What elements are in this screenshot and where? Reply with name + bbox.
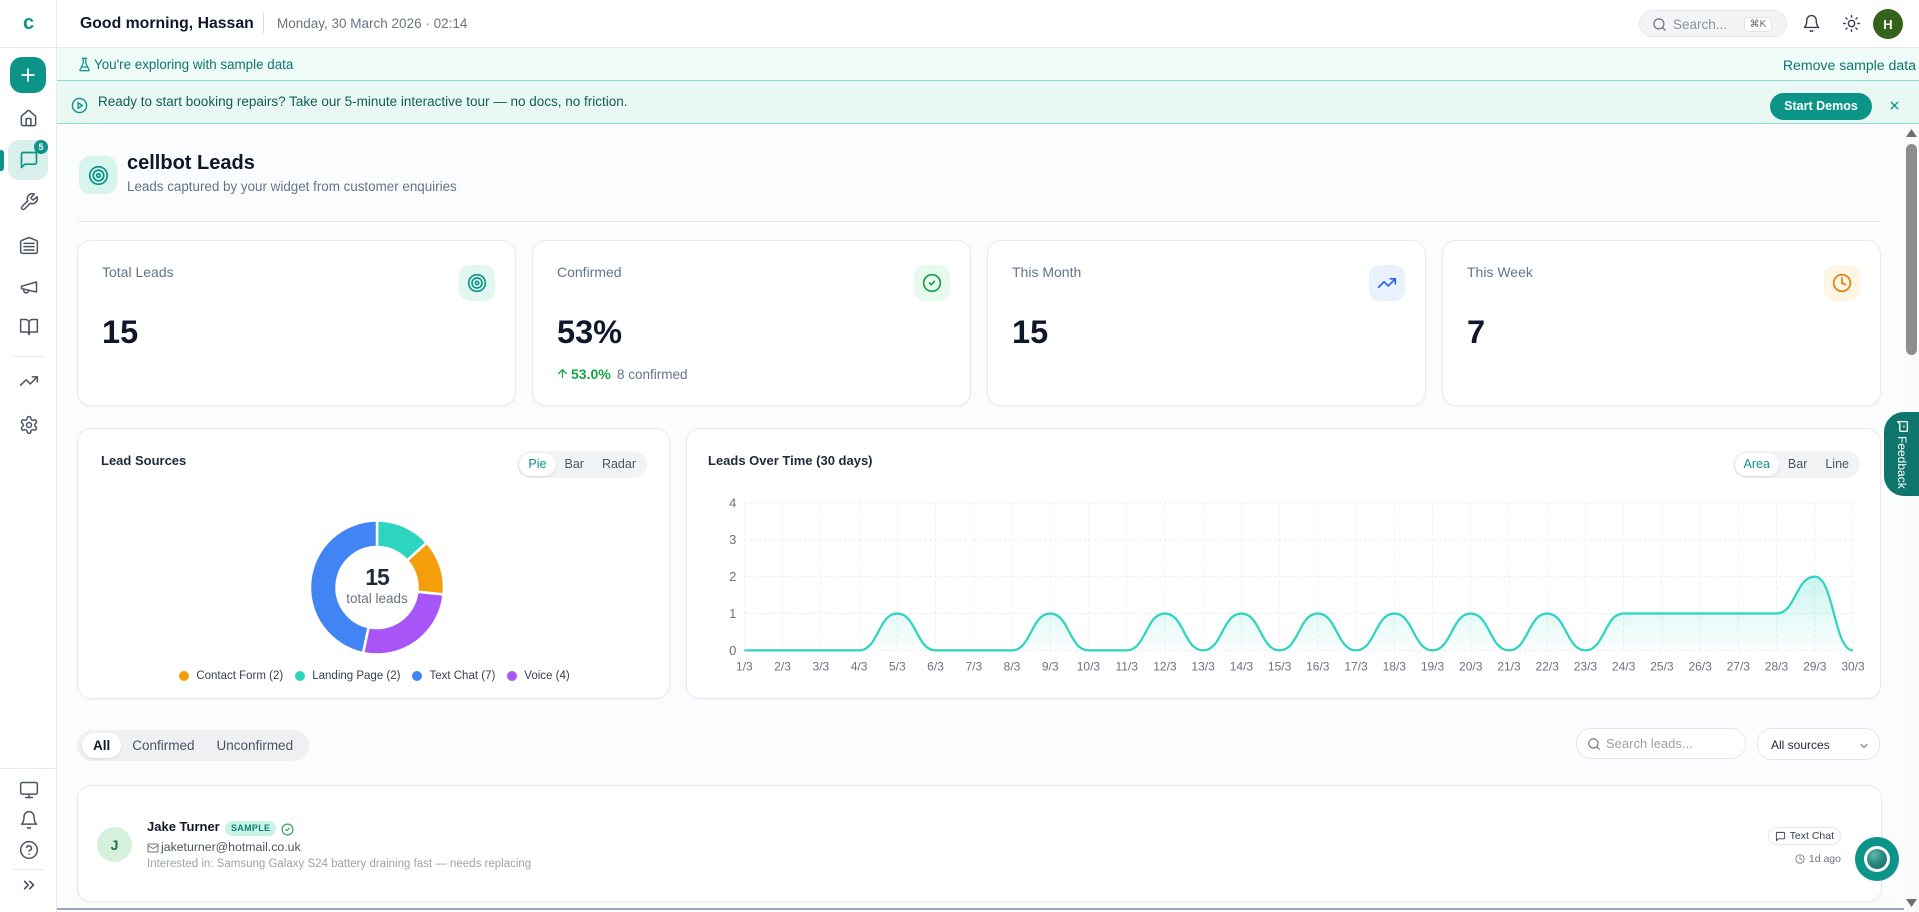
svg-text:total leads: total leads (346, 591, 408, 606)
svg-text:8/3: 8/3 (1004, 659, 1021, 673)
svg-text:12/3: 12/3 (1153, 659, 1177, 673)
svg-text:16/3: 16/3 (1306, 659, 1330, 673)
svg-text:30/3: 30/3 (1841, 659, 1865, 673)
svg-text:1/3: 1/3 (736, 659, 753, 673)
svg-text:21/3: 21/3 (1497, 659, 1521, 673)
svg-text:5/3: 5/3 (889, 659, 906, 673)
svg-text:4: 4 (729, 495, 736, 510)
svg-text:2/3: 2/3 (774, 659, 791, 673)
svg-text:3/3: 3/3 (813, 659, 830, 673)
svg-text:28/3: 28/3 (1765, 659, 1789, 673)
svg-text:11/3: 11/3 (1115, 659, 1138, 673)
svg-text:25/3: 25/3 (1650, 659, 1674, 673)
svg-text:18/3: 18/3 (1383, 659, 1407, 673)
svg-text:15: 15 (365, 564, 390, 590)
svg-text:10/3: 10/3 (1077, 659, 1101, 673)
svg-text:4/3: 4/3 (851, 659, 868, 673)
svg-text:24/3: 24/3 (1612, 659, 1636, 673)
svg-text:15/3: 15/3 (1268, 659, 1292, 673)
svg-text:27/3: 27/3 (1727, 659, 1751, 673)
svg-text:9/3: 9/3 (1042, 659, 1059, 673)
svg-text:13/3: 13/3 (1191, 659, 1215, 673)
svg-text:14/3: 14/3 (1230, 659, 1254, 673)
svg-text:22/3: 22/3 (1536, 659, 1560, 673)
svg-text:26/3: 26/3 (1688, 659, 1712, 673)
svg-text:17/3: 17/3 (1344, 659, 1368, 673)
svg-text:23/3: 23/3 (1574, 659, 1598, 673)
svg-text:1: 1 (729, 606, 736, 621)
svg-text:3: 3 (729, 532, 736, 547)
svg-text:7/3: 7/3 (965, 659, 982, 673)
svg-text:6/3: 6/3 (927, 659, 944, 673)
svg-text:20/3: 20/3 (1459, 659, 1483, 673)
svg-text:0: 0 (729, 643, 736, 658)
svg-text:29/3: 29/3 (1803, 659, 1827, 673)
svg-text:2: 2 (729, 569, 736, 584)
svg-text:19/3: 19/3 (1421, 659, 1445, 673)
